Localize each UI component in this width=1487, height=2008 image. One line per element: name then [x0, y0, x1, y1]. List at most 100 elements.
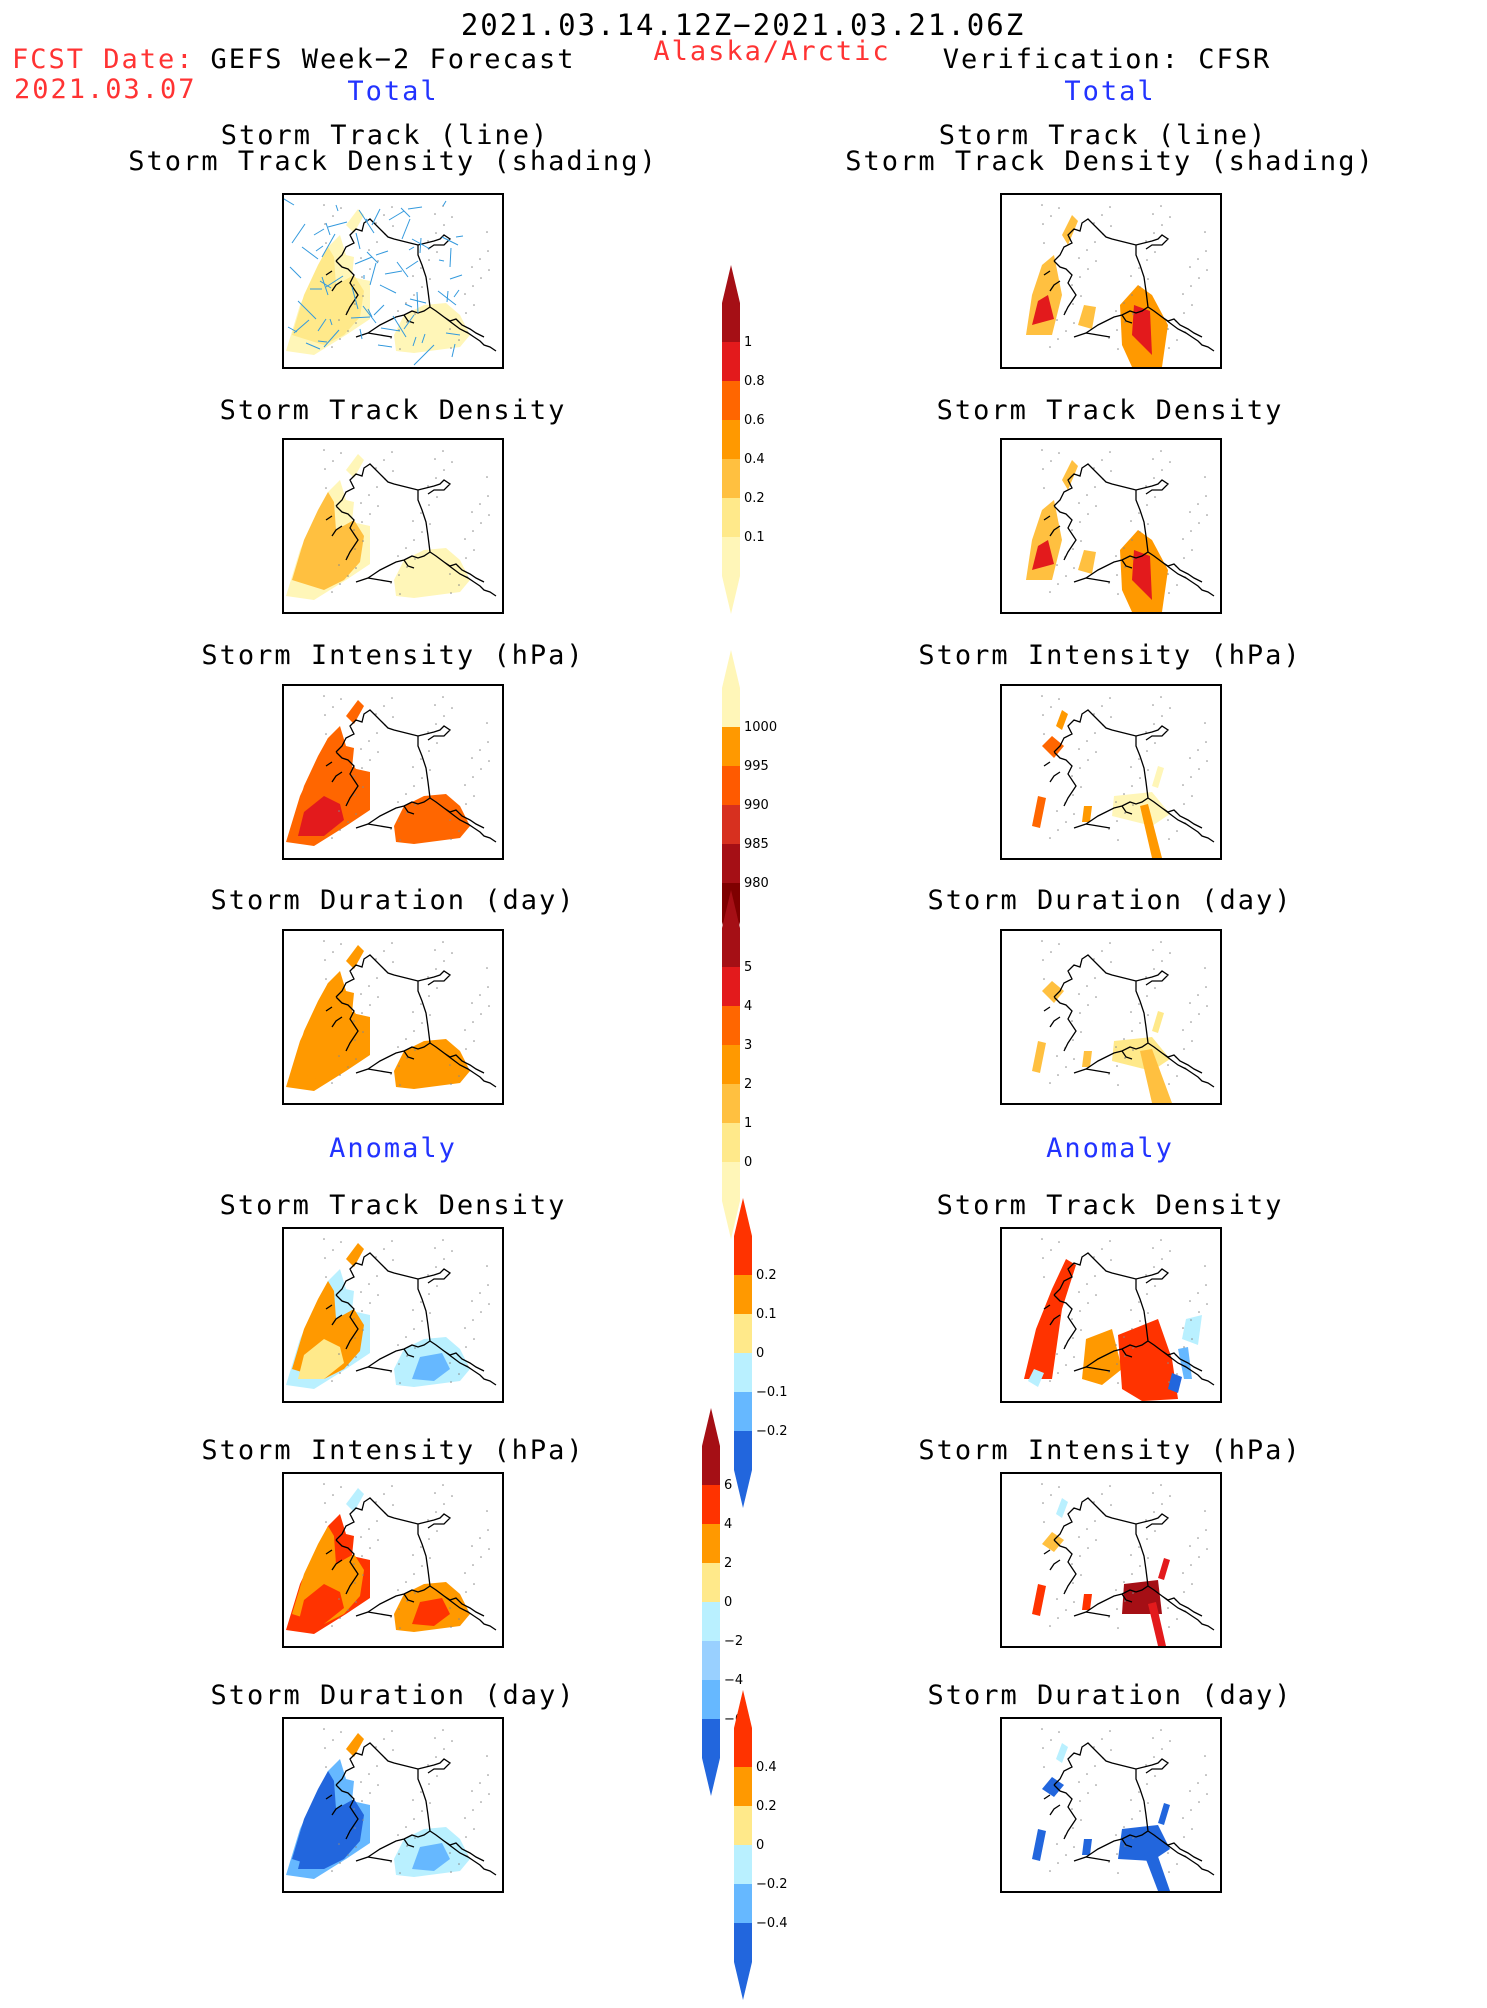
graticule-dot [390, 1861, 392, 1863]
graticule-dot [361, 276, 363, 278]
graticule-dot [1072, 1337, 1074, 1339]
graticule-dot [332, 1249, 334, 1251]
graticule-dot [1095, 260, 1097, 262]
colorbar-segment [734, 1236, 752, 1275]
map-panel-gefs-density-anomaly [282, 1227, 504, 1403]
storm-track-line [437, 290, 457, 306]
storm-track-line [388, 210, 405, 221]
graticule-dot [1206, 1303, 1208, 1305]
graticule-dot [1072, 1039, 1074, 1041]
graticule-dot [1206, 760, 1208, 762]
graticule-dot [1123, 302, 1125, 304]
graticule-dot [1161, 1748, 1163, 1750]
graticule-dot [331, 1870, 333, 1872]
graticule-dot [1197, 1537, 1199, 1539]
storm-track-line [367, 308, 373, 318]
graticule-dot [1123, 547, 1125, 549]
graticule-dot [486, 1510, 488, 1512]
shaded-region [1118, 1319, 1178, 1401]
graticule-dot [1198, 768, 1200, 770]
graticule-dot [1071, 529, 1073, 531]
colorbar-tick-label: 0.6 [744, 413, 765, 428]
coastline [325, 954, 497, 1088]
graticule-dot [1078, 1781, 1080, 1783]
graticule-dot [1057, 1617, 1059, 1619]
graticule-dot [1204, 967, 1206, 969]
graticule-dot [1073, 1846, 1075, 1848]
graticule-dot [1101, 950, 1103, 952]
graticule-dot [1101, 214, 1103, 216]
graticule-dot [465, 312, 467, 314]
graticule-dot [1079, 767, 1081, 769]
graticule-dot [1189, 266, 1191, 268]
graticule-dot [338, 810, 340, 812]
map-panel-gefs-duration [282, 929, 504, 1105]
graticule-dot [324, 714, 326, 716]
graticule-dot [1094, 1275, 1096, 1277]
graticule-dot [368, 1528, 370, 1530]
graticule-dot [391, 1485, 393, 1487]
graticule-dot [1147, 1557, 1149, 1559]
storm-track-line [380, 327, 401, 332]
graticule-dot [451, 1250, 453, 1252]
graticule-dot [471, 266, 473, 268]
storm-track-line [362, 305, 377, 324]
graticule-dot [458, 339, 460, 341]
graticule-dot [375, 1501, 377, 1503]
colorbar-tick-label: 3 [744, 1038, 752, 1053]
colorbar-tick-label: 0.2 [756, 1268, 777, 1283]
colorbar-svg: 0.2 0.1 0 −0.1 −0.2 [734, 1198, 788, 1508]
graticule-dot [347, 1066, 349, 1068]
graticule-dot [1197, 749, 1199, 751]
graticule-dot [1124, 812, 1126, 814]
graticule-dot [339, 338, 341, 340]
graticule-dot [1139, 286, 1141, 288]
graticule-dot [1073, 1601, 1075, 1603]
shaded-region [292, 492, 364, 590]
graticule-dot [1176, 1618, 1178, 1620]
graticule-dot [362, 1329, 364, 1331]
colorbar-density-total: 1 0.8 0.6 0.4 0.2 0.1 [720, 265, 790, 622]
graticule-dot [406, 1057, 408, 1059]
graticule-dot [1087, 1004, 1089, 1006]
shaded-region [1032, 1041, 1046, 1073]
graticule-dot [1145, 485, 1147, 487]
graticule-dot [429, 278, 431, 280]
colorbar-segment [722, 844, 740, 883]
graticule-dot [353, 1808, 355, 1810]
graticule-dot [360, 993, 362, 995]
graticule-dot [1204, 722, 1206, 724]
storm-track-line [441, 236, 459, 246]
graticule-dot [347, 1609, 349, 1611]
graticule-dot [471, 757, 473, 759]
graticule-dot [331, 346, 333, 348]
graticule-dot [325, 1276, 327, 1278]
graticule-dot [360, 257, 362, 259]
colorbar-segment [702, 1719, 720, 1758]
shaded-region [1062, 215, 1078, 245]
graticule-dot [1042, 468, 1044, 470]
colorbar-segment [722, 727, 740, 766]
graticule-dot [1079, 521, 1081, 523]
graticule-dot [1123, 1826, 1125, 1828]
graticule-dot [1079, 1800, 1081, 1802]
storm-track-line [329, 318, 333, 326]
graticule-dot [414, 1049, 416, 1051]
map-svg [286, 1238, 497, 1389]
graticule-dot [1057, 1372, 1059, 1374]
graticule-dot [368, 985, 370, 987]
graticule-dot [1161, 469, 1163, 471]
graticule-dot [1050, 215, 1052, 217]
shaded-region [1026, 500, 1062, 580]
graticule-dot [472, 285, 474, 287]
colorbar-segment [722, 1162, 740, 1201]
graticule-dot [338, 1353, 340, 1355]
graticule-dot [1198, 1013, 1200, 1015]
graticule-dot [413, 785, 415, 787]
graticule-dot [377, 505, 379, 507]
graticule-dot [1183, 1048, 1185, 1050]
graticule-dot [1191, 795, 1193, 797]
graticule-dot [1205, 1284, 1207, 1286]
graticule-dot [442, 941, 444, 943]
graticule-dot [480, 277, 482, 279]
